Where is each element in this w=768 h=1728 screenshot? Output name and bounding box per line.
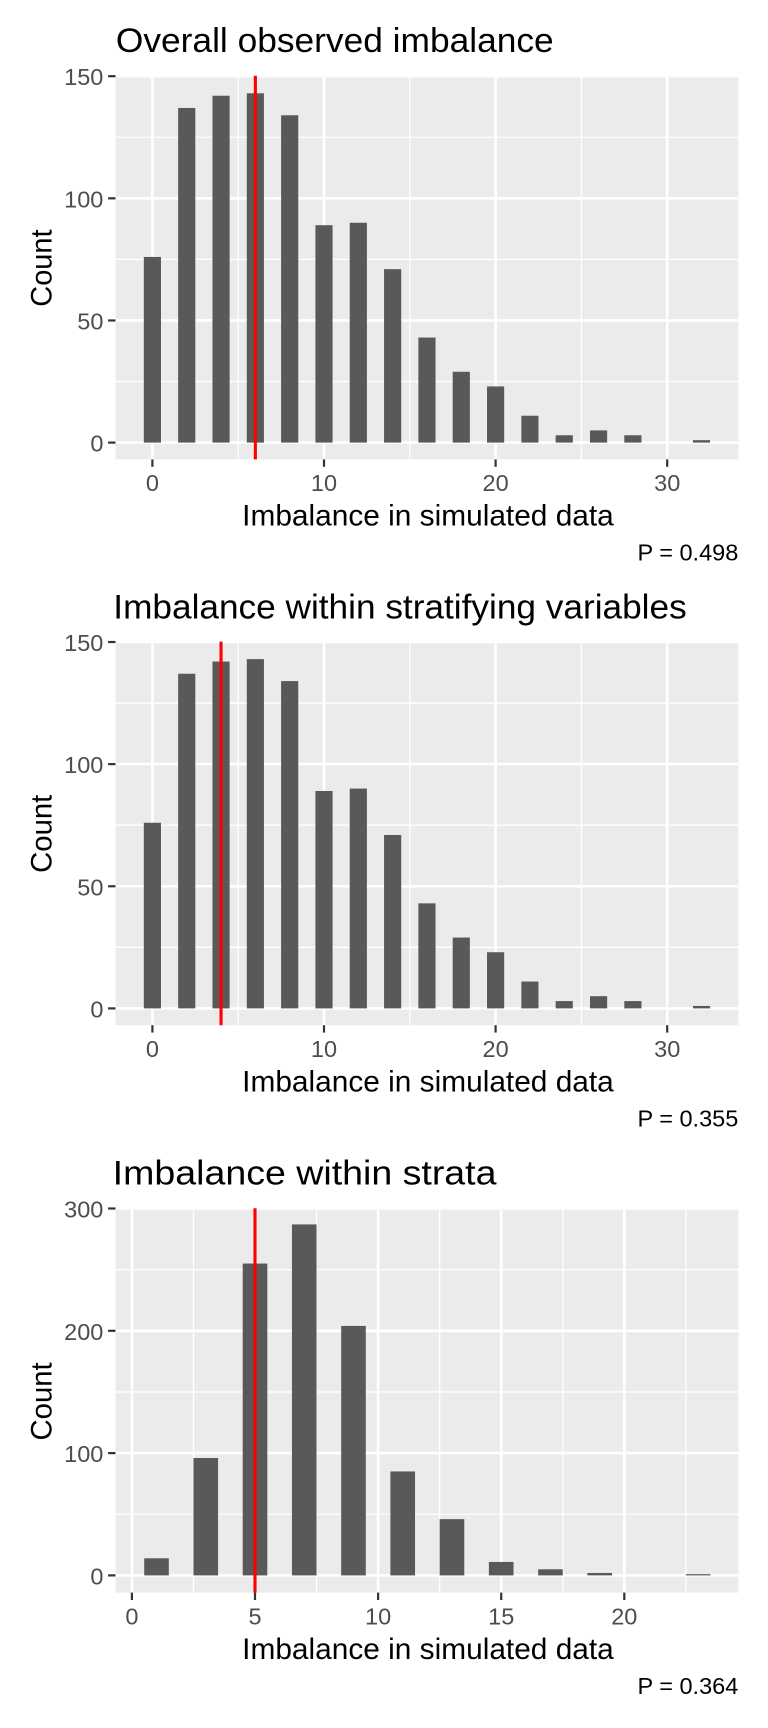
svg-text:Count: Count [26,1362,59,1441]
svg-text:Imbalance within strata: Imbalance within strata [113,1155,498,1193]
svg-text:10: 10 [311,470,337,496]
svg-text:10: 10 [311,1036,337,1062]
svg-text:150: 150 [64,64,103,90]
svg-text:30: 30 [654,470,680,496]
svg-text:P = 0.498: P = 0.498 [637,539,738,565]
svg-text:100: 100 [64,752,103,778]
svg-text:P = 0.364: P = 0.364 [637,1673,738,1699]
svg-text:50: 50 [77,308,103,334]
svg-text:Count: Count [26,794,59,873]
svg-text:5: 5 [248,1603,261,1629]
svg-text:10: 10 [365,1603,391,1629]
svg-text:100: 100 [64,1441,103,1467]
svg-text:Count: Count [26,229,59,307]
svg-text:30: 30 [654,1036,680,1062]
svg-text:0: 0 [146,1036,159,1062]
svg-text:0: 0 [125,1603,138,1629]
svg-text:20: 20 [483,1036,509,1062]
svg-text:0: 0 [90,431,103,457]
svg-text:P = 0.355: P = 0.355 [637,1106,738,1132]
svg-text:20: 20 [483,470,509,496]
svg-text:20: 20 [611,1603,637,1629]
svg-text:Overall observed imbalance: Overall observed imbalance [116,22,554,60]
svg-text:Imbalance in simulated data: Imbalance in simulated data [242,499,614,532]
svg-text:50: 50 [77,874,103,900]
svg-text:15: 15 [488,1603,514,1629]
svg-text:0: 0 [146,470,159,496]
svg-text:200: 200 [64,1319,103,1345]
svg-text:300: 300 [64,1197,103,1223]
svg-text:0: 0 [90,1563,103,1589]
svg-text:Imbalance in simulated data: Imbalance in simulated data [242,1633,614,1666]
svg-text:100: 100 [64,186,103,212]
svg-text:Imbalance in simulated data: Imbalance in simulated data [242,1066,614,1099]
svg-text:0: 0 [90,996,103,1022]
svg-text:Imbalance within stratifying v: Imbalance within stratifying variables [113,589,686,627]
svg-text:150: 150 [64,630,103,656]
